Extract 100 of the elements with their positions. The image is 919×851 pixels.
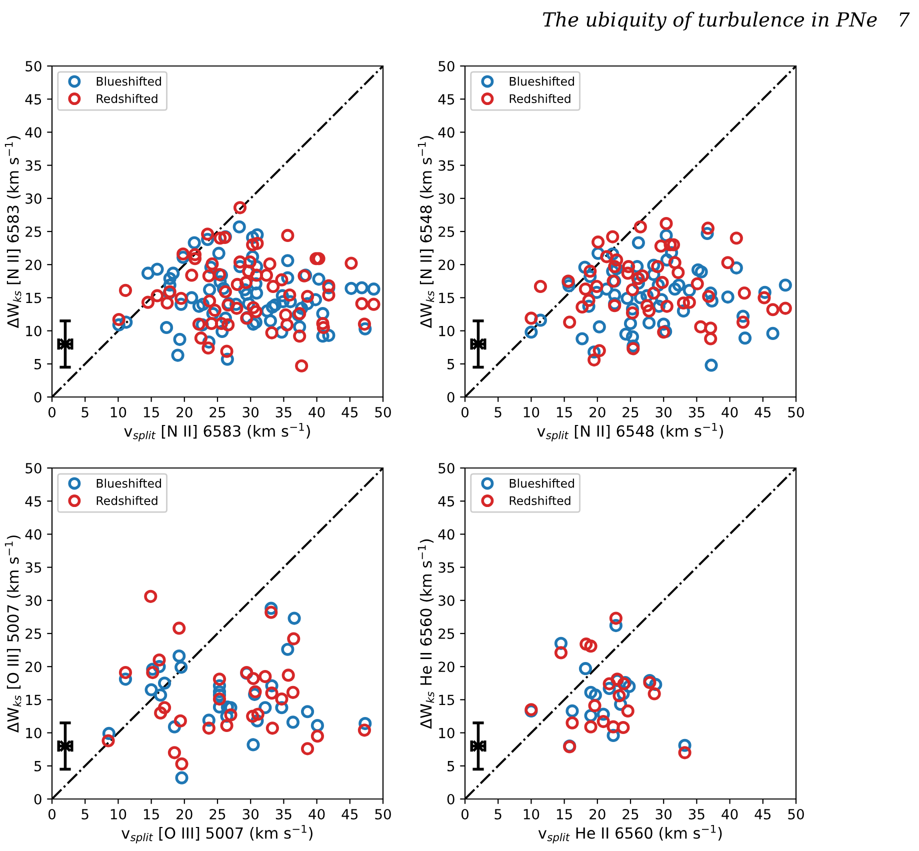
y-tick-label: 0 <box>447 392 454 402</box>
y-tick-label: 40 <box>25 127 42 138</box>
y-tick-label: 5 <box>34 359 42 370</box>
y-tick-label: 35 <box>438 160 454 171</box>
x-tick-label: 35 <box>276 406 292 418</box>
legend-label: Blueshifted <box>510 478 574 488</box>
x-tick-label: 20 <box>176 406 192 418</box>
y-tick-label: 20 <box>438 260 454 270</box>
y-tick-label: 20 <box>438 662 454 672</box>
x-tick-label: 45 <box>342 809 358 820</box>
y-tick-label: 5 <box>34 761 42 772</box>
x-axis-title: v$_{split}$ [N II] 6548 (km s$^{−1}$) <box>537 422 723 442</box>
x-tick-label: 35 <box>688 406 704 418</box>
y-axis-title: ΔW$_{ks}$ [O III] 5007 (km s$^{−1}$) <box>4 536 22 733</box>
x-axis-title: v$_{split}$ [N II] 6583 (km s$^{−1}$) <box>124 422 310 442</box>
legend-label: Redshifted <box>96 94 158 104</box>
x-tick-label: 40 <box>722 808 738 820</box>
x-tick-label: 10 <box>110 808 126 820</box>
text: The ubiquity of turbulence in PNe <box>542 12 877 31</box>
x-tick-label: 15 <box>556 407 572 418</box>
x-tick-label: 35 <box>276 808 292 820</box>
x-tick-label: 45 <box>342 407 358 418</box>
text: 7 <box>900 12 910 27</box>
y-tick-label: 45 <box>25 496 42 507</box>
y-tick-label: 0 <box>447 794 454 804</box>
y-tick-label: 40 <box>438 127 454 138</box>
x-tick-label: 0 <box>48 406 56 418</box>
y-axis-title: ΔW$_{ks}$ [N II] 6583 (km s$^{−1}$) <box>4 136 22 328</box>
y-tick-label: 30 <box>438 193 454 204</box>
y-tick-label: 30 <box>438 595 454 606</box>
legend-label: Redshifted <box>96 496 158 506</box>
x-tick-label: 0 <box>48 808 56 820</box>
x-tick-label: 25 <box>210 808 226 820</box>
x-tick-label: 45 <box>754 809 771 820</box>
y-tick-label: 25 <box>438 628 454 639</box>
y-tick-label: 50 <box>26 462 42 474</box>
y-tick-label: 15 <box>439 694 454 706</box>
x-tick-label: 40 <box>722 406 738 418</box>
y-tick-label: 25 <box>438 226 454 237</box>
x-tick-label: 20 <box>590 406 606 418</box>
x-tick-label: 30 <box>242 406 259 418</box>
legend-label: Redshifted <box>510 496 570 506</box>
y-tick-label: 40 <box>25 529 42 540</box>
y-tick-label: 35 <box>26 562 42 573</box>
x-tick-label: 40 <box>308 406 325 418</box>
legend-label: Blueshifted <box>96 478 161 488</box>
y-tick-label: 0 <box>34 794 42 804</box>
y-tick-label: 45 <box>438 496 454 507</box>
x-tick-label: 25 <box>210 406 226 418</box>
y-tick-label: 10 <box>439 728 454 738</box>
y-tick-label: 30 <box>26 193 42 204</box>
y-tick-label: 25 <box>26 628 42 639</box>
x-tick-label: 20 <box>590 808 606 820</box>
x-tick-label: 45 <box>754 407 771 418</box>
x-tick-label: 30 <box>242 808 259 820</box>
x-tick-label: 50 <box>788 808 804 820</box>
x-tick-label: 5 <box>494 407 502 418</box>
x-tick-label: 35 <box>688 808 704 820</box>
y-tick-label: 20 <box>26 260 42 270</box>
x-axis-title: v$_{split}$ He II 6560 (km s$^{−1}$) <box>538 824 722 844</box>
x-tick-label: 5 <box>82 407 88 418</box>
x-tick-label: 20 <box>176 808 192 820</box>
y-axis-title: ΔW$_{ks}$ He II 6560 (km s$^{−1}$) <box>418 539 434 729</box>
x-axis-title: v$_{split}$ [O III] 5007 (km s$^{−1}$) <box>122 824 312 844</box>
x-tick-label: 50 <box>788 406 804 418</box>
y-tick-label: 40 <box>438 529 454 540</box>
y-tick-label: 50 <box>26 60 42 72</box>
y-tick-label: 10 <box>439 326 454 336</box>
legend-label: Blueshifted <box>510 76 574 86</box>
x-tick-label: 15 <box>556 809 572 820</box>
y-tick-label: 35 <box>438 562 454 573</box>
x-tick-label: 15 <box>144 809 159 820</box>
x-tick-label: 0 <box>461 406 468 418</box>
x-tick-label: 25 <box>622 406 638 418</box>
x-tick-label: 0 <box>461 808 468 820</box>
y-tick-label: 50 <box>438 60 454 72</box>
y-tick-label: 50 <box>438 462 454 474</box>
y-axis-title: ΔW$_{ks}$ [N II] 6548 (km s$^{−1}$) <box>418 136 434 328</box>
x-tick-label: 10 <box>524 808 540 820</box>
x-tick-label: 30 <box>656 808 672 820</box>
y-tick-label: 30 <box>26 595 42 606</box>
x-tick-label: 15 <box>144 407 159 418</box>
y-tick-label: 5 <box>448 761 454 772</box>
x-tick-label: 40 <box>308 808 325 820</box>
y-tick-label: 15 <box>26 694 42 706</box>
y-tick-label: 15 <box>439 292 454 304</box>
y-tick-label: 20 <box>26 662 42 672</box>
legend-label: Blueshifted <box>96 76 161 86</box>
x-tick-label: 5 <box>494 809 502 820</box>
x-tick-label: 30 <box>656 406 672 418</box>
x-tick-label: 50 <box>375 808 391 820</box>
x-tick-label: 50 <box>375 406 391 418</box>
y-tick-label: 15 <box>26 292 42 304</box>
y-tick-label: 35 <box>26 160 42 171</box>
x-tick-label: 10 <box>110 406 126 418</box>
x-tick-label: 5 <box>82 809 88 820</box>
x-tick-label: 10 <box>524 406 540 418</box>
y-tick-label: 45 <box>25 94 42 105</box>
y-tick-label: 10 <box>26 728 42 738</box>
y-tick-label: 25 <box>26 226 42 237</box>
